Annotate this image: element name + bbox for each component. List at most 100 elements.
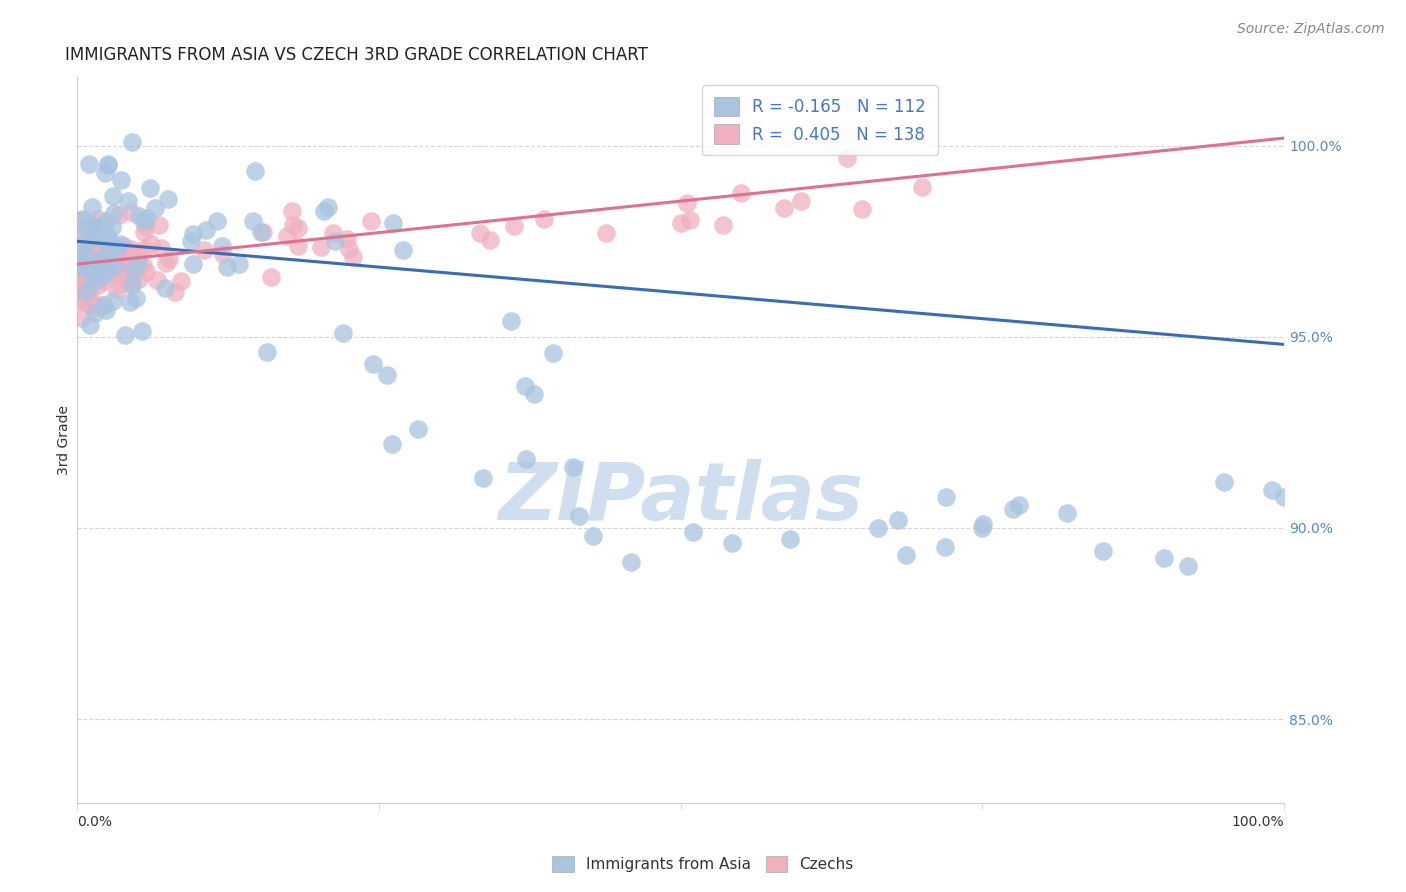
Point bbox=[896, 548, 918, 562]
Point bbox=[595, 226, 617, 240]
Point bbox=[94, 302, 117, 317]
Point bbox=[468, 226, 491, 240]
Point bbox=[101, 260, 124, 274]
Point bbox=[79, 156, 101, 170]
Point bbox=[82, 275, 104, 289]
Point bbox=[730, 186, 752, 201]
Point bbox=[1002, 501, 1025, 516]
Point bbox=[163, 285, 186, 299]
Text: Source: ZipAtlas.com: Source: ZipAtlas.com bbox=[1237, 22, 1385, 37]
Point bbox=[541, 346, 564, 360]
Point bbox=[91, 268, 114, 283]
Point bbox=[104, 268, 127, 282]
Point bbox=[89, 253, 111, 268]
Point bbox=[934, 540, 956, 554]
Point bbox=[82, 218, 104, 232]
Point bbox=[120, 205, 142, 219]
Point bbox=[156, 192, 179, 206]
Point bbox=[86, 301, 108, 315]
Point bbox=[77, 239, 100, 253]
Point bbox=[108, 237, 131, 252]
Point bbox=[80, 297, 103, 311]
Point bbox=[1213, 475, 1236, 489]
Point bbox=[132, 242, 155, 256]
Point bbox=[69, 253, 91, 268]
Point bbox=[1177, 559, 1199, 574]
Point bbox=[120, 295, 142, 310]
Point bbox=[98, 265, 121, 279]
Point bbox=[70, 250, 93, 264]
Point bbox=[93, 166, 115, 180]
Point bbox=[83, 306, 105, 320]
Point bbox=[80, 244, 103, 259]
Point bbox=[69, 212, 91, 227]
Point bbox=[70, 254, 93, 268]
Point bbox=[1153, 551, 1175, 566]
Text: IMMIGRANTS FROM ASIA VS CZECH 3RD GRADE CORRELATION CHART: IMMIGRANTS FROM ASIA VS CZECH 3RD GRADE … bbox=[65, 46, 648, 64]
Point bbox=[96, 265, 118, 279]
Point bbox=[620, 555, 643, 569]
Point bbox=[260, 269, 283, 284]
Point bbox=[790, 194, 813, 208]
Point bbox=[148, 219, 170, 233]
Point bbox=[245, 164, 267, 178]
Legend: Immigrants from Asia, Czechs: Immigrants from Asia, Czechs bbox=[544, 848, 862, 880]
Point bbox=[80, 219, 103, 234]
Point bbox=[132, 258, 155, 272]
Point bbox=[181, 227, 204, 241]
Point bbox=[127, 251, 149, 265]
Point bbox=[105, 243, 128, 257]
Point bbox=[503, 219, 526, 233]
Point bbox=[69, 277, 91, 292]
Point bbox=[105, 251, 128, 265]
Point bbox=[75, 285, 97, 299]
Point bbox=[72, 293, 94, 308]
Point bbox=[97, 244, 120, 259]
Point bbox=[86, 259, 108, 273]
Point bbox=[69, 242, 91, 256]
Point bbox=[69, 256, 91, 270]
Point bbox=[72, 248, 94, 262]
Point bbox=[69, 290, 91, 304]
Point bbox=[82, 200, 104, 214]
Point bbox=[523, 387, 546, 401]
Point bbox=[105, 283, 128, 297]
Point bbox=[149, 241, 172, 255]
Point bbox=[669, 216, 692, 230]
Point bbox=[721, 536, 744, 550]
Point bbox=[84, 261, 107, 276]
Point bbox=[111, 245, 134, 260]
Point bbox=[69, 293, 91, 308]
Point bbox=[180, 235, 202, 249]
Point bbox=[69, 252, 91, 267]
Point bbox=[76, 237, 98, 252]
Point bbox=[108, 208, 131, 222]
Point bbox=[87, 242, 110, 256]
Point bbox=[228, 257, 250, 271]
Point bbox=[115, 266, 138, 280]
Point bbox=[107, 248, 129, 262]
Point bbox=[70, 310, 93, 325]
Point bbox=[100, 255, 122, 269]
Point bbox=[211, 239, 233, 253]
Point bbox=[89, 298, 111, 312]
Point bbox=[887, 513, 910, 527]
Point bbox=[89, 252, 111, 266]
Point bbox=[69, 252, 91, 267]
Point bbox=[682, 524, 704, 539]
Point bbox=[911, 180, 934, 194]
Point bbox=[69, 252, 91, 267]
Point bbox=[73, 275, 96, 289]
Point bbox=[533, 211, 555, 226]
Text: 0.0%: 0.0% bbox=[77, 814, 111, 829]
Point bbox=[87, 278, 110, 293]
Point bbox=[170, 273, 193, 287]
Point bbox=[124, 262, 146, 277]
Point bbox=[96, 228, 118, 243]
Point bbox=[835, 151, 858, 165]
Point bbox=[205, 214, 228, 228]
Point bbox=[75, 257, 97, 271]
Point bbox=[211, 247, 233, 261]
Point bbox=[136, 211, 159, 225]
Point bbox=[360, 213, 382, 227]
